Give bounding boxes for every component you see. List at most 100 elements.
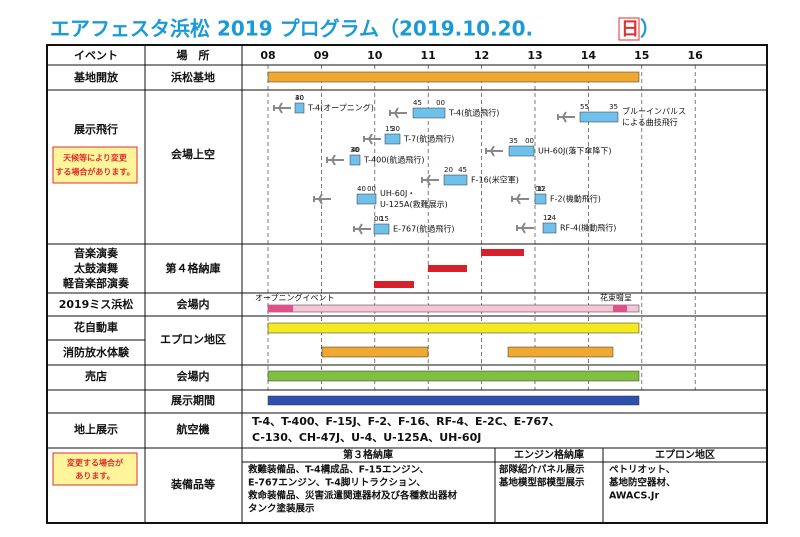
equipment-label: 装備品等: [170, 477, 215, 491]
aircraft-icon: [421, 174, 439, 186]
aircraft-icon: [511, 193, 529, 205]
equipment-area: エプロン地区: [655, 448, 715, 461]
equipment-area: 第３格納庫: [343, 448, 393, 461]
place: 会場内: [177, 369, 210, 383]
equipment-item: ペトリオット、: [609, 465, 675, 476]
flight-end: 00: [436, 99, 445, 107]
note-box: [52, 452, 138, 486]
flight-end: 40: [295, 94, 304, 102]
aircraft-icon: [363, 133, 381, 145]
flight-bar: [542, 222, 557, 234]
aircraft: C-130、CH-47J、U-4、U-125A、UH-60J: [252, 431, 481, 444]
note: する場合があります。: [55, 167, 134, 177]
flight-name: T-400(航過飛行): [363, 155, 425, 165]
note: あります。: [75, 472, 114, 481]
aircraft-icon: [326, 154, 344, 166]
bar: [613, 305, 627, 312]
aircraft-icon: [313, 193, 331, 205]
label: 花束贈呈: [600, 293, 632, 303]
flight-name: F-16(米空軍): [471, 175, 519, 185]
bar: [481, 249, 524, 256]
flight-start: 00: [374, 215, 383, 223]
flight-name: U-125A(救難展示): [380, 199, 448, 209]
place: 会場内: [177, 297, 210, 311]
period-label: 展示期間: [170, 393, 215, 407]
equipment-item: 基地模型部模型展示: [498, 477, 585, 489]
flight-bar: [356, 193, 377, 205]
flight-bar: [412, 107, 446, 119]
bar: [267, 322, 640, 334]
flight-start: 35: [509, 137, 518, 145]
event: 消防放水体験: [63, 345, 130, 359]
aircraft-icon: [516, 222, 534, 234]
flight-name: UH-60J・: [380, 189, 415, 198]
aircraft-icon: [273, 102, 291, 114]
table-border: [46, 44, 768, 524]
flight-end: 40: [351, 146, 360, 154]
flight-end: 00: [367, 185, 376, 193]
flight-start: 30: [295, 94, 304, 102]
event: 基地開放: [73, 70, 119, 84]
hour-label: 10: [367, 49, 383, 62]
bar: [267, 395, 640, 406]
day-box: [618, 17, 640, 41]
place: 浜松基地: [171, 70, 215, 84]
aircraft: T-4、T-400、F-15J、F-2、F-16、RF-4、E-2C、E-767…: [252, 415, 560, 428]
hour-label: 08: [260, 49, 275, 62]
bar: [321, 346, 429, 358]
flight-name: RF-4(機動飛行): [560, 223, 616, 233]
flight-bar: [349, 154, 361, 166]
event: 花自動車: [74, 320, 118, 334]
flight-bar: [384, 133, 401, 145]
header-place: 場 所: [177, 48, 210, 62]
bar: [428, 265, 467, 272]
equipment-item: AWACS.Jr: [609, 491, 659, 502]
title-day: 日: [621, 19, 639, 40]
aircraft-icon: [353, 223, 371, 235]
flight-name: T-4(航過飛行): [448, 108, 499, 118]
flight-name: による曲技飛行: [622, 117, 678, 127]
flight-bar: [373, 223, 390, 235]
flight-start: 15: [385, 125, 394, 133]
place: エプロン地区: [160, 332, 226, 346]
event: 軽音楽部演奏: [63, 276, 130, 290]
place: 会場上空: [171, 147, 215, 161]
flight-start: 12: [543, 214, 552, 222]
place: 第４格納庫: [166, 261, 221, 275]
hour-label: 16: [688, 49, 704, 62]
flight-name: E-767(航過飛行): [393, 224, 454, 234]
flight-start: 45: [413, 99, 422, 107]
bar: [267, 71, 640, 83]
table-grid: 08 09 10 11 12 13 14 15 16: [46, 44, 768, 524]
flight-end: 30: [391, 125, 400, 133]
event: 地上展示: [74, 422, 118, 436]
hour-label: 09: [314, 49, 329, 62]
flight-bar: [508, 145, 535, 157]
equipment-item: 救命装備品、災害派遣関連器材及び各種救出器材: [248, 490, 458, 502]
hour-label: 15: [634, 49, 649, 62]
equipment-item: 部隊紹介パネル展示: [499, 464, 585, 476]
flight-end: 45: [458, 166, 467, 174]
equipment-item: E-767エンジン、T-4脚リトラクション、: [248, 477, 426, 489]
header-event: イベント: [74, 49, 118, 62]
flight-bar: [294, 102, 305, 114]
note-box: [52, 146, 138, 184]
bar: [268, 305, 293, 312]
flight-bar: [443, 174, 468, 186]
hour-label: 14: [581, 49, 597, 62]
hour-label: 11: [421, 49, 436, 62]
flight-end: 12: [537, 185, 546, 193]
label: オープニングイベント: [255, 293, 335, 303]
flight-bar: [579, 111, 619, 123]
flight-bar: [534, 193, 547, 205]
note: 天候等により変更: [63, 153, 128, 163]
aircraft-icon: [485, 145, 503, 157]
event: 太鼓演舞: [73, 261, 118, 275]
equipment-item: 救難装備品、T-4構成品、F-15エンジン、: [248, 464, 429, 476]
aircraft-icon: [389, 107, 407, 119]
bar: [267, 370, 640, 382]
flight-end: 00: [525, 137, 534, 145]
bars: [267, 71, 640, 406]
